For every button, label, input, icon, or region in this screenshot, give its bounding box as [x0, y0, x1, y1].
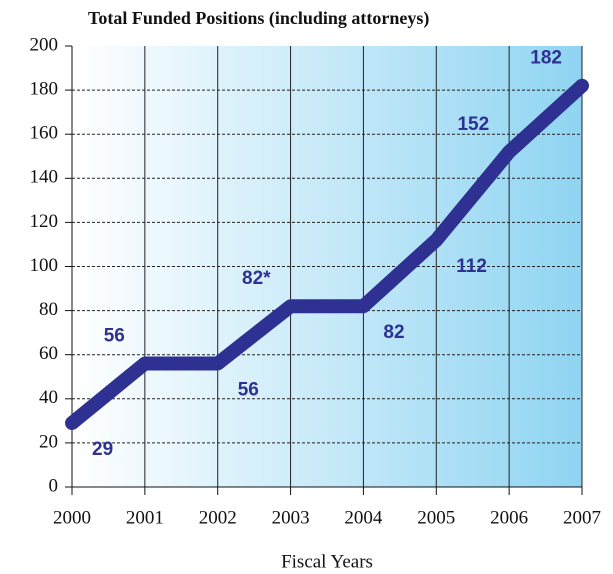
x-tick-label: 2000 [53, 507, 91, 528]
y-tick-label: 100 [30, 255, 59, 276]
y-tick-label: 60 [39, 343, 58, 364]
value-label: 82* [242, 268, 271, 289]
y-tick-label: 200 [30, 34, 59, 55]
value-label: 152 [457, 114, 489, 135]
value-label: 82 [383, 322, 404, 343]
y-tick-label: 120 [30, 211, 59, 232]
x-tick-label: 2001 [126, 507, 164, 528]
data-line [65, 78, 589, 431]
value-label: 56 [238, 380, 259, 401]
x-tick-label: 2007 [563, 507, 601, 528]
value-label: 182 [530, 48, 562, 69]
x-tick-label: 2006 [490, 507, 528, 528]
x-tick-label: 2005 [417, 507, 455, 528]
y-tick-label: 40 [39, 387, 58, 408]
value-label: 112 [456, 256, 487, 277]
x-tick-label: 2002 [199, 507, 237, 528]
y-tick-label: 160 [30, 123, 59, 144]
x-tick-label: 2003 [272, 507, 310, 528]
y-tick-label: 180 [30, 78, 59, 99]
y-tick-label: 140 [30, 167, 59, 188]
y-tick-label: 20 [39, 431, 58, 452]
value-label: 56 [104, 326, 125, 347]
y-tick-label: 80 [39, 299, 58, 320]
y-tick-label: 0 [49, 475, 59, 496]
chart-title: Total Funded Positions (including attorn… [88, 8, 429, 29]
x-tick-label: 2004 [344, 507, 383, 528]
value-label: 29 [92, 439, 113, 460]
x-axis-label: Fiscal Years [281, 551, 373, 572]
